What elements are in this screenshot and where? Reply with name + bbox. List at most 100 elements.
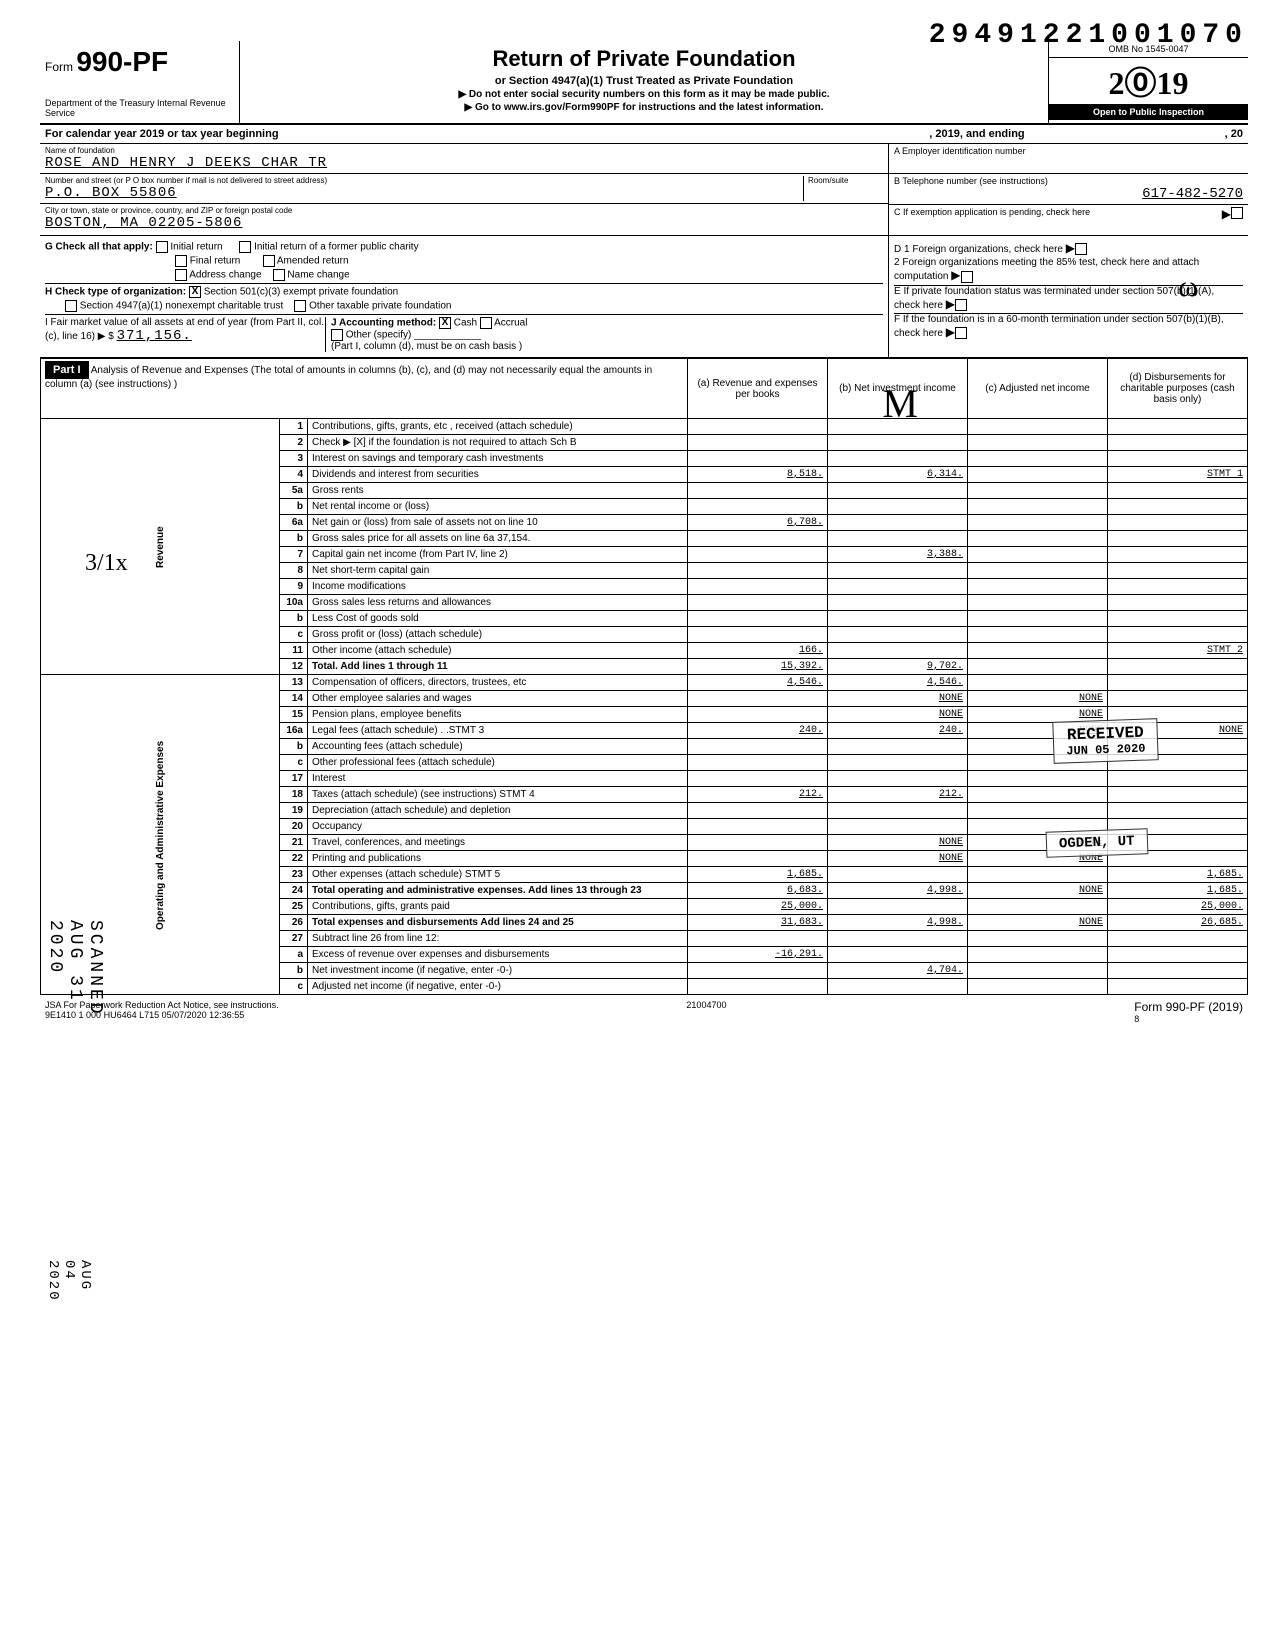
row-value (968, 611, 1108, 627)
row-number: 26 (280, 915, 308, 931)
row-value (1108, 947, 1248, 963)
row-desc: Adjusted net income (if negative, enter … (308, 979, 688, 995)
row-number: c (280, 979, 308, 995)
row-value (828, 483, 968, 499)
row-number: 21 (280, 835, 308, 851)
row-desc: Check ▶ [X] if the foundation is not req… (308, 435, 688, 451)
check-d1[interactable] (1075, 243, 1087, 255)
row-desc: Interest (308, 771, 688, 787)
row-value: 6,314. (828, 467, 968, 483)
row-value (968, 675, 1108, 691)
row-value (828, 611, 968, 627)
check-cash[interactable]: X (439, 317, 451, 329)
row-number: 4 (280, 467, 308, 483)
exemption-checkbox[interactable] (1231, 207, 1243, 219)
form-number: 990-PF (76, 46, 168, 77)
part1-table: Part I Analysis of Revenue and Expenses … (40, 358, 1248, 995)
row-value (968, 643, 1108, 659)
row-value (968, 931, 1108, 947)
check-e[interactable] (955, 299, 967, 311)
row-value (688, 931, 828, 947)
form-header: Form 990-PF Department of the Treasury I… (40, 41, 1248, 125)
row-value (1108, 771, 1248, 787)
revenue-side-label: Revenue (41, 419, 280, 675)
check-f[interactable] (955, 327, 967, 339)
row-value (688, 531, 828, 547)
row-desc: Compensation of officers, directors, tru… (308, 675, 688, 691)
row-value (828, 515, 968, 531)
row-value (1108, 659, 1248, 675)
col-c-header: (c) Adjusted net income (968, 359, 1108, 419)
row-number: 5a (280, 483, 308, 499)
check-other-tax[interactable] (294, 300, 306, 312)
row-value (968, 595, 1108, 611)
row-value (688, 451, 828, 467)
row-value (828, 899, 968, 915)
row-value (968, 659, 1108, 675)
row-value (828, 803, 968, 819)
row-value (1108, 979, 1248, 995)
row-number: b (280, 963, 308, 979)
addr-label: Number and street (or P O box number if … (45, 176, 803, 185)
row-value (1108, 803, 1248, 819)
row-value: NONE (968, 691, 1108, 707)
room-label: Room/suite (808, 176, 883, 185)
opt-4947: Section 4947(a)(1) nonexempt charitable … (80, 301, 283, 312)
row-number: 16a (280, 723, 308, 739)
row-desc: Gross sales price for all assets on line… (308, 531, 688, 547)
row-value (1108, 547, 1248, 563)
row-desc: Other professional fees (attach schedule… (308, 755, 688, 771)
row-desc: Accounting fees (attach schedule) (308, 739, 688, 755)
check-d2[interactable] (961, 271, 973, 283)
signature-mark: M (882, 380, 918, 427)
row-desc: Other expenses (attach schedule) STMT 5 (308, 867, 688, 883)
row-desc: Taxes (attach schedule) (see instruction… (308, 787, 688, 803)
row-value (1108, 611, 1248, 627)
row-value (688, 803, 828, 819)
row-desc: Occupancy (308, 819, 688, 835)
row-number: b (280, 739, 308, 755)
row-number: b (280, 611, 308, 627)
row-value (968, 515, 1108, 531)
row-value (1108, 499, 1248, 515)
opt-accrual: Accrual (494, 318, 527, 329)
row-value: 212. (688, 787, 828, 803)
check-address[interactable] (175, 269, 187, 281)
row-number: 14 (280, 691, 308, 707)
row-value (1108, 627, 1248, 643)
check-final[interactable] (175, 255, 187, 267)
row-value (688, 835, 828, 851)
row-desc: Total. Add lines 1 through 11 (308, 659, 688, 675)
check-initial-former[interactable] (239, 241, 251, 253)
check-4947[interactable] (65, 300, 77, 312)
check-accrual[interactable] (480, 317, 492, 329)
row-number: b (280, 499, 308, 515)
row-desc: Interest on savings and temporary cash i… (308, 451, 688, 467)
tax-year: 2⓪19 (1108, 65, 1188, 101)
check-initial[interactable] (156, 241, 168, 253)
opt-amended: Amended return (277, 256, 349, 267)
footer-form: Form 990-PF (2019) (1134, 1000, 1243, 1014)
check-amended[interactable] (263, 255, 275, 267)
check-other-acct[interactable] (331, 329, 343, 341)
row-value: 3,388. (828, 547, 968, 563)
row-number: 15 (280, 707, 308, 723)
row-value: 26,685. (1108, 915, 1248, 931)
row-value: 15,392. (688, 659, 828, 675)
row-number: 3 (280, 451, 308, 467)
row-desc: Contributions, gifts, grants paid (308, 899, 688, 915)
foundation-city: BOSTON, MA 02205-5806 (45, 215, 883, 231)
row-value (968, 947, 1108, 963)
row-value: 1,685. (1108, 867, 1248, 883)
row-value (828, 819, 968, 835)
row-value (828, 867, 968, 883)
footer-mid: 21004700 (686, 1000, 726, 1024)
check-501c3[interactable]: X (189, 286, 201, 298)
row-value (828, 947, 968, 963)
check-name[interactable] (273, 269, 285, 281)
row-value (688, 739, 828, 755)
row-value: 6,708. (688, 515, 828, 531)
row-value (968, 579, 1108, 595)
cal-year-mid: , 2019, and ending (929, 128, 1024, 140)
row-value (828, 739, 968, 755)
